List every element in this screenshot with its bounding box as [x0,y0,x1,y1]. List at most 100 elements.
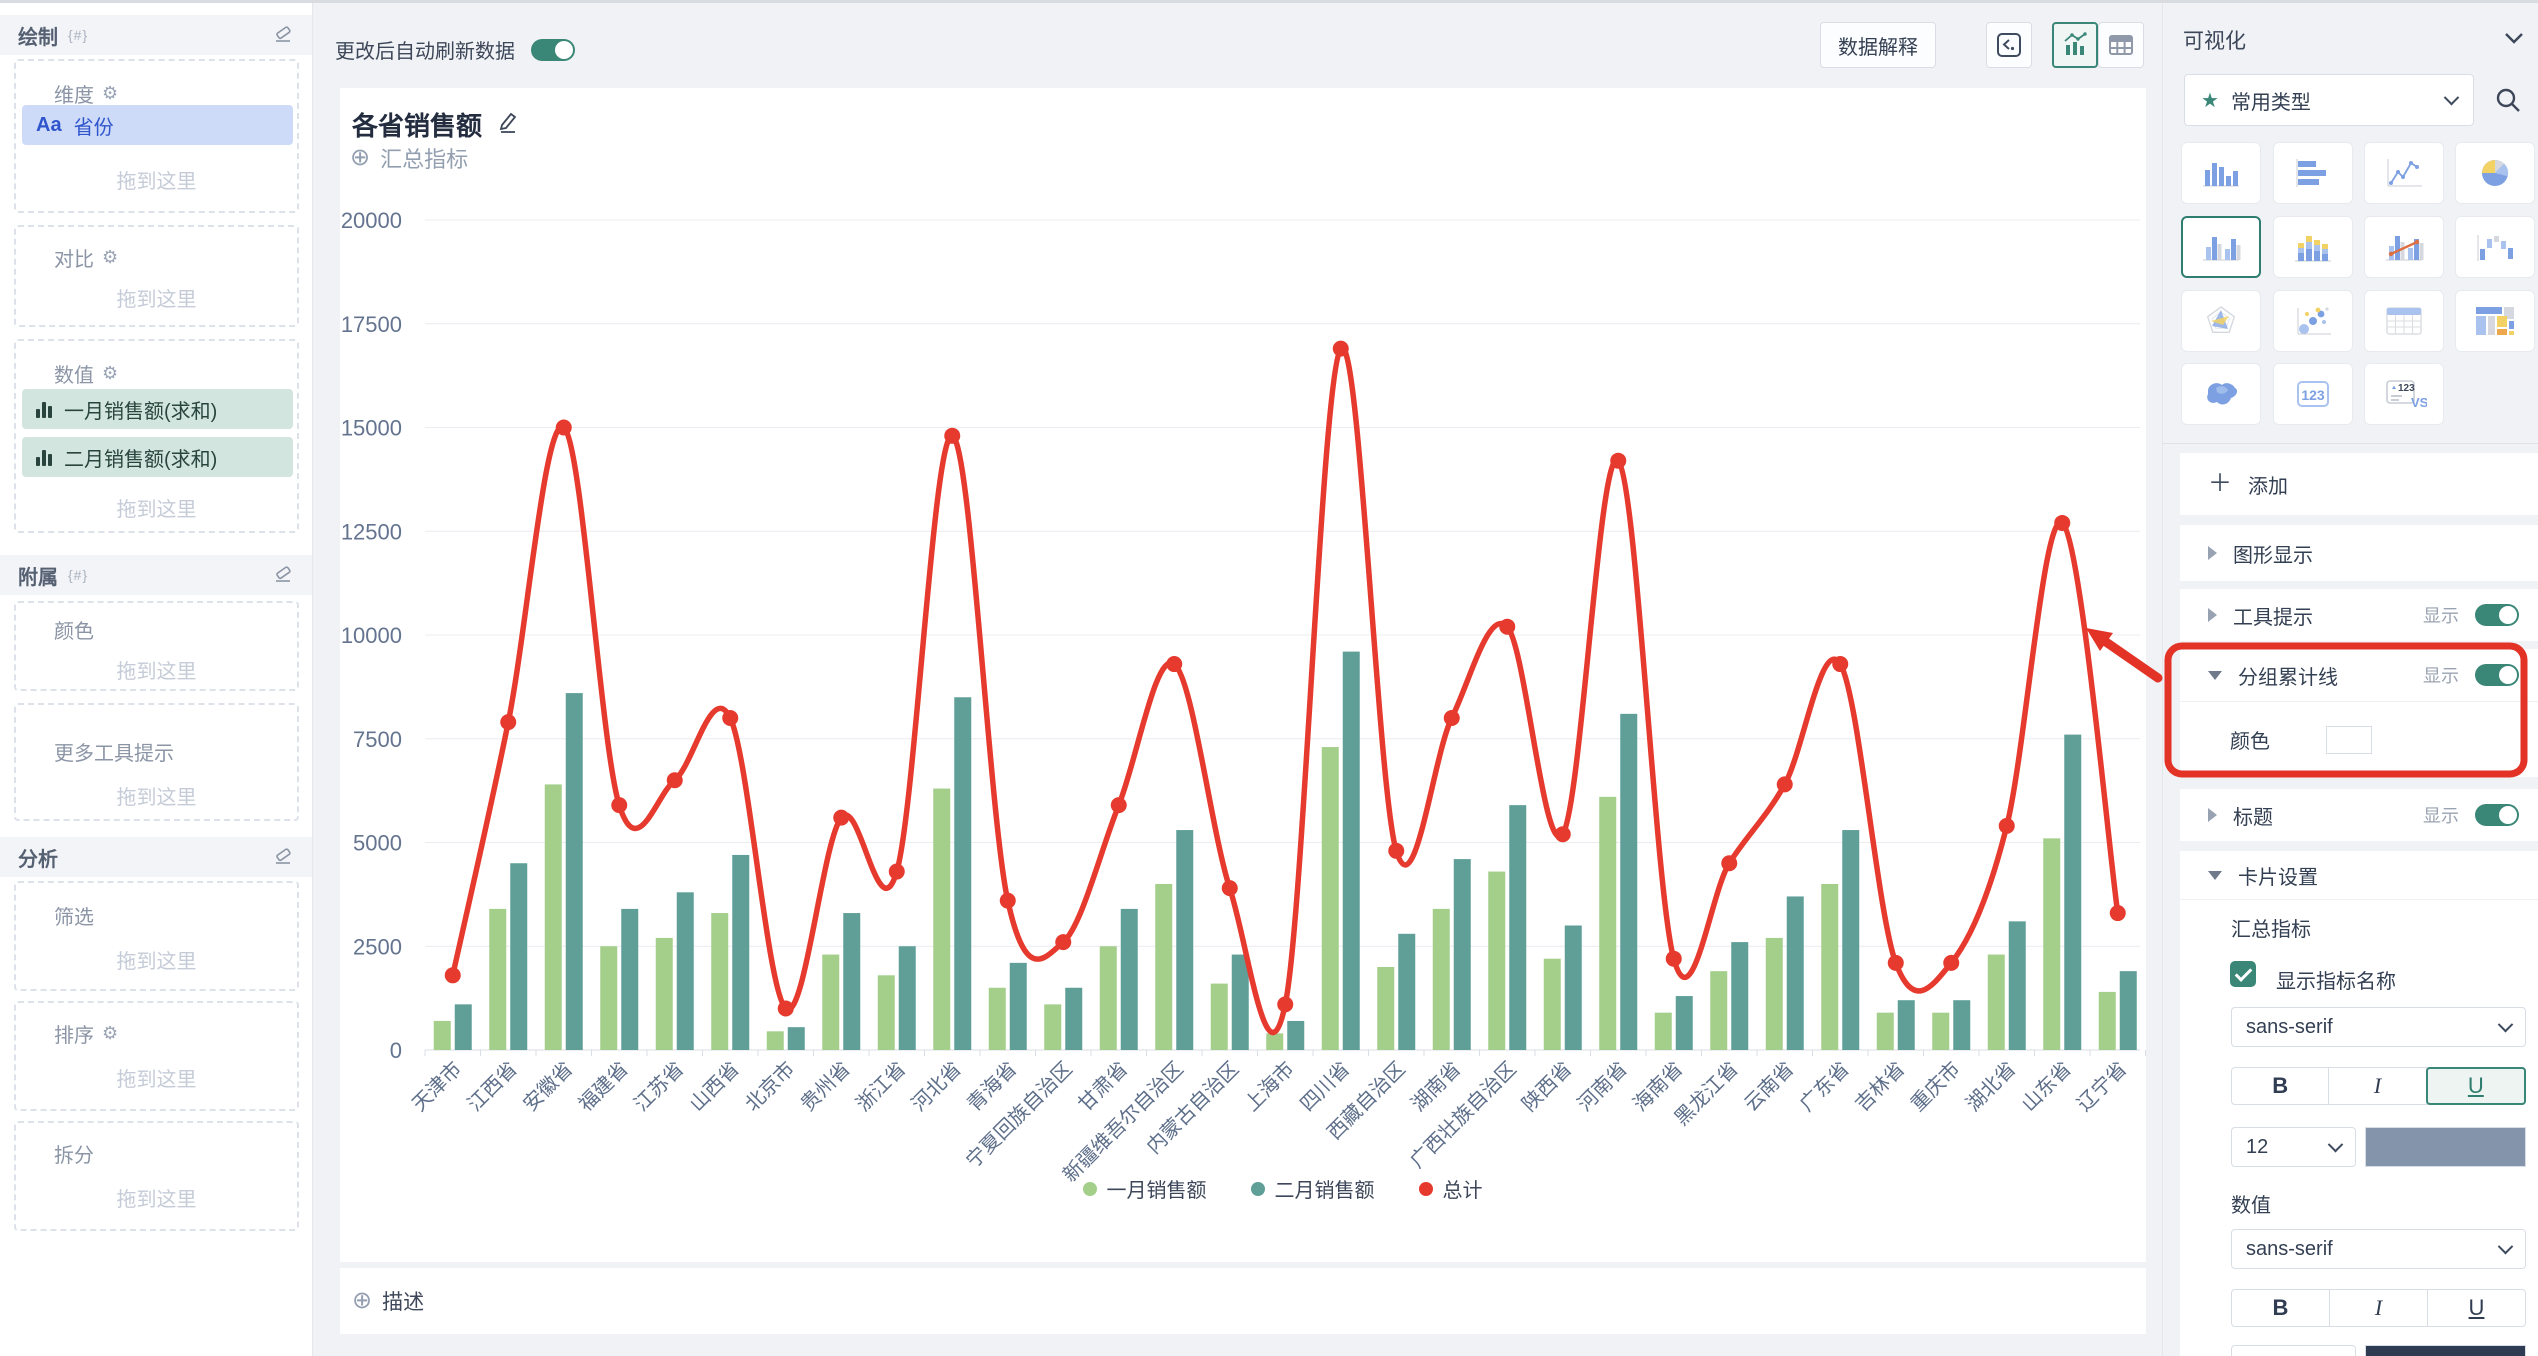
eraser-icon[interactable] [272,562,294,589]
italic-button[interactable]: I [2329,1068,2427,1104]
dimension-label: 维度 ⚙ [54,83,119,107]
chart-type-map-chart[interactable] [2181,363,2261,425]
card-settings-row[interactable]: 卡片设置 [2180,851,2538,899]
chart-type-category-select[interactable]: ★ 常用类型 [2184,74,2474,126]
chart-type-kpi-card[interactable]: 123 [2273,363,2353,425]
svg-text:福建省: 福建省 [574,1057,633,1116]
eraser-icon[interactable] [272,844,294,871]
gear-icon[interactable]: ⚙ [102,247,119,267]
search-icon[interactable] [2493,85,2523,120]
dimension-chip[interactable]: Aa 省份 [22,105,293,145]
compare-dropzone[interactable]: 对比 ⚙ 拖到这里 [14,225,299,327]
split-dropzone[interactable]: 拆分 拖到这里 [14,1121,299,1231]
group-total-line-row[interactable]: 分组累计线 显示 [2180,649,2538,701]
dimension-dropzone[interactable]: 维度 ⚙ Aa 省份 拖到这里 [14,59,299,213]
legend-item-january[interactable]: 一月销售额 [1082,1174,1207,1203]
chart-type-combo-chart[interactable] [2364,216,2444,278]
field-sidebar: 绘制 {#} 维度 ⚙ Aa 省份 拖到这里 对比 ⚙ 拖到这里 [0,3,313,1356]
chart-type-line-chart[interactable] [2364,142,2444,204]
svg-text:河北省: 河北省 [907,1057,966,1116]
measure-chip-february[interactable]: 二月销售额(求和) [22,437,293,477]
chart-type-grouped-column-chart[interactable] [2181,216,2261,278]
sql-view-button[interactable] [1986,22,2032,68]
underline-button[interactable]: U [2468,1295,2485,1320]
expand-arrow-icon [2208,670,2222,680]
add-describe-row[interactable]: ⊕ 描述 [352,1286,424,1316]
drop-placeholder: 拖到这里 [116,1069,197,1091]
group-total-line-label: 分组累计线 [2238,666,2338,689]
underline-button[interactable]: U [2425,1067,2526,1105]
drop-placeholder: 拖到这里 [116,1189,197,1211]
tooltip-row[interactable]: 工具提示 显示 [2180,589,2538,641]
svg-text:2500: 2500 [353,934,402,959]
summary-metric-row[interactable]: ⊕ 汇总指标 [350,142,468,174]
chart-type-comparison-card[interactable]: 123 VS [2364,363,2444,425]
auto-refresh-toggle[interactable] [531,38,575,61]
gear-icon[interactable]: ⚙ [102,1023,119,1043]
color-dropzone[interactable]: 颜色 拖到这里 [14,601,299,691]
value-size-select[interactable] [2231,1345,2356,1356]
bold-button[interactable]: B [2232,1068,2330,1104]
value-color-picker[interactable] [2365,1345,2526,1356]
gear-icon[interactable]: ⚙ [102,363,119,383]
metric-name-color-picker[interactable] [2365,1127,2526,1167]
table-view-button[interactable] [2098,22,2144,68]
chart-type-bar-chart[interactable] [2273,142,2353,204]
tooltip-toggle[interactable] [2475,604,2519,626]
svg-text:广东省: 广东省 [1795,1057,1854,1116]
chart-view-button[interactable] [2052,22,2098,68]
edit-title-icon[interactable] [494,109,520,140]
legend-item-february[interactable]: 二月销售额 [1250,1174,1375,1203]
chart-type-table-chart[interactable] [2364,290,2444,352]
more-tooltip-dropzone[interactable]: 更多工具提示 拖到这里 [14,703,299,821]
circle-plus-icon: ⊕ [350,144,371,171]
show-metric-name-label: 显示指标名称 [2276,971,2396,993]
chart-icon [2064,32,2087,55]
chart-type-treemap-chart[interactable] [2455,290,2535,352]
combo-chart[interactable]: 0 2500 5000 7500 10000 12500 15000 17500 20000 天津… [340,88,2146,1262]
draw-group-title: 绘制 [18,26,58,49]
chart-type-column-chart[interactable] [2181,142,2261,204]
sort-dropzone[interactable]: 排序 ⚙ 拖到这里 [14,1001,299,1111]
data-explain-button[interactable]: 数据解释 [1820,22,1936,68]
braces-icon: {#} [68,27,89,43]
chart-type-waterfall-chart[interactable] [2455,216,2535,278]
line-color-label: 颜色 [2230,731,2270,753]
chart-type-scatter-chart[interactable] [2273,290,2353,352]
graph-display-row[interactable]: 图形显示 [2180,525,2538,581]
filter-dropzone[interactable]: 筛选 拖到这里 [14,881,299,991]
add-metric-row[interactable]: ＋ 添加 [2180,453,2538,515]
svg-text:辽宁省: 辽宁省 [2073,1057,2132,1116]
eraser-icon[interactable] [272,22,294,49]
dimension-chip-label: 省份 [73,116,114,139]
legend-item-total[interactable]: 总计 [1418,1174,1483,1203]
drop-placeholder: 拖到这里 [116,171,197,193]
metric-name-size-select[interactable]: 12 [2231,1127,2356,1167]
svg-text:17500: 17500 [341,312,402,337]
show-metric-name-checkbox[interactable] [2230,961,2256,987]
svg-text:7500: 7500 [353,727,402,752]
svg-text:VS: VS [2411,395,2427,410]
gear-icon[interactable]: ⚙ [102,83,119,103]
group-total-line-toggle[interactable] [2475,664,2519,686]
italic-button[interactable]: I [2330,1290,2428,1326]
font-select-value: sans-serif [2246,1237,2333,1260]
circle-plus-icon: ⊕ [352,1287,373,1314]
chart-type-radar-chart[interactable] [2181,290,2261,352]
chart-type-stacked-column-chart[interactable] [2273,216,2353,278]
svg-text:5000: 5000 [353,831,402,856]
value-font-select[interactable]: sans-serif [2231,1229,2526,1269]
bold-button[interactable]: B [2232,1290,2330,1326]
title-row[interactable]: 标题 显示 [2180,789,2538,841]
svg-text:山西省: 山西省 [685,1057,744,1116]
line-color-picker[interactable] [2326,725,2372,754]
chart-type-pie-chart[interactable] [2455,142,2535,204]
code-icon [1997,33,2021,57]
card-settings-section: 卡片设置 汇总指标 显示指标名称 sans-serif B I U 12 数值 [2180,851,2538,1356]
metric-name-font-select[interactable]: sans-serif [2231,1007,2526,1047]
chevron-down-icon[interactable] [2504,31,2524,49]
measure-chip-january[interactable]: 一月销售额(求和) [22,389,293,429]
measures-dropzone[interactable]: 数值 ⚙ 一月销售额(求和) 二月销售额(求和) 拖到这里 [14,339,299,533]
bar-chart-icon [36,448,52,466]
title-toggle[interactable] [2475,804,2519,826]
